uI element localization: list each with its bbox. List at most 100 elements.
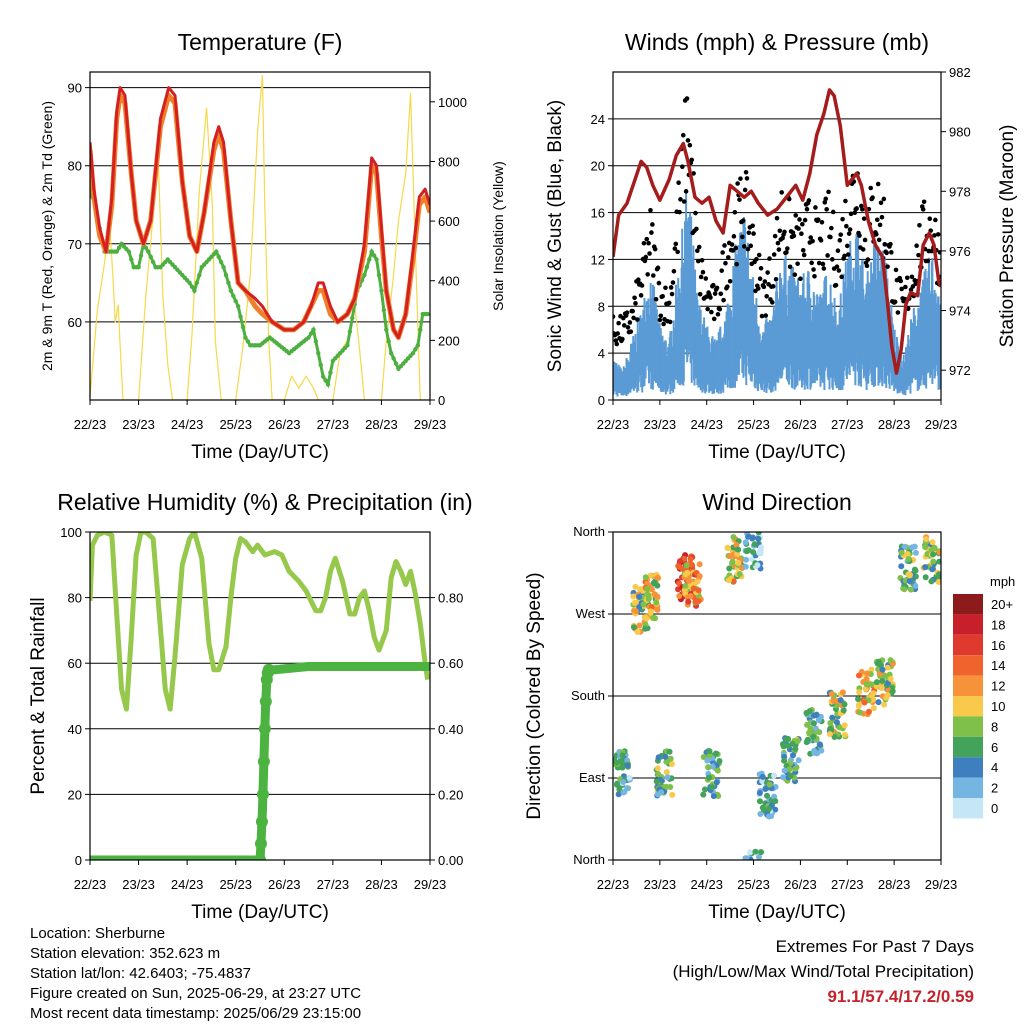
direction-point (901, 543, 908, 550)
direction-point (828, 690, 835, 697)
direction-point (909, 544, 916, 551)
direction-point (754, 562, 761, 569)
direction-point (654, 791, 661, 798)
precip-point (254, 854, 266, 860)
gust-point (748, 243, 754, 249)
gust-point (808, 235, 814, 240)
station-elevation: Station elevation: 352.623 m (30, 945, 221, 962)
dewpoint-point (138, 253, 144, 258)
direction-point (930, 558, 937, 565)
gust-point (830, 209, 836, 215)
dewpoint-point (146, 249, 151, 254)
gust-point (776, 247, 782, 252)
gust-point (819, 219, 825, 225)
dewpoint-point (415, 343, 421, 348)
gust-point (650, 222, 655, 227)
gust-point (799, 231, 804, 237)
x-tick-label: 28/23 (365, 417, 398, 432)
direction-point (751, 541, 758, 548)
x-tick-label: 23/23 (644, 877, 677, 892)
gust-point (892, 299, 898, 305)
x-axis-label: Time (Day/UTC) (708, 902, 846, 923)
x-tick-label: 24/23 (690, 417, 723, 432)
gust-point (621, 323, 627, 328)
y-tick-label: North (573, 524, 605, 539)
gust-point (800, 247, 806, 253)
y-axis-label: Percent & Total Rainfall (28, 597, 49, 794)
direction-point (677, 558, 684, 565)
gust-point (927, 216, 933, 222)
gust-point (854, 206, 859, 211)
direction-point (810, 720, 817, 727)
dewpoint-point (218, 259, 224, 265)
dewpoint-point (410, 350, 416, 356)
gust-point (614, 341, 620, 347)
direction-point (922, 544, 929, 551)
speed-legend: mph 20+ 18 16 14 12 10 8 6 4 2 0 (953, 574, 1015, 819)
x-tick-label: 27/23 (317, 417, 350, 432)
gust-point (636, 277, 641, 282)
gust-point (630, 308, 635, 314)
precip-point (258, 722, 271, 735)
gust-point (627, 320, 633, 325)
dewpoint-point (226, 280, 231, 286)
y-tick-label: West (576, 606, 606, 621)
x-tick-label: 28/23 (365, 877, 398, 892)
x-tick-label: 22/23 (597, 877, 630, 892)
dewpoint-point (306, 335, 311, 340)
direction-point (687, 555, 694, 562)
x-tick-label: 25/23 (219, 877, 252, 892)
direction-point (701, 786, 708, 793)
gust-point (705, 306, 710, 312)
dewpoint-point (308, 331, 314, 336)
gust-point (903, 284, 908, 290)
legend-label: 16 (991, 638, 1005, 653)
gust-point (909, 274, 915, 280)
direction-point (818, 747, 825, 754)
direction-point (664, 774, 671, 781)
direction-point (694, 578, 701, 585)
direction-point (749, 534, 756, 541)
direction-point (640, 601, 647, 608)
chart-winds: 0 4 8 12 16 20 24 972 974 976 978 980 982 22/23 23/23 2… (545, 29, 1018, 463)
direction-point (841, 722, 848, 729)
gust-point (801, 252, 807, 258)
direction-point (713, 779, 720, 786)
direction-point (884, 691, 891, 698)
direction-point (642, 614, 649, 621)
direction-point (688, 561, 695, 568)
y-tick-label: 24 (591, 112, 605, 127)
direction-point (841, 731, 848, 738)
legend-label: 12 (991, 679, 1005, 694)
gust-point (737, 197, 742, 202)
plot-area (613, 88, 941, 397)
gust-point (862, 237, 868, 243)
x-tick-label: 25/23 (737, 417, 770, 432)
gust-point (721, 297, 726, 303)
gust-point (709, 309, 714, 315)
direction-point (922, 574, 929, 581)
direction-point (663, 769, 670, 776)
gust-point (680, 164, 685, 169)
gust-point (882, 242, 888, 247)
gust-point (821, 266, 827, 271)
gust-point (666, 300, 672, 306)
direction-point (663, 758, 670, 765)
direction-point (814, 750, 821, 757)
gust-point (818, 238, 824, 243)
direction-point (771, 772, 778, 779)
direction-point (756, 798, 763, 805)
direction-point (630, 593, 637, 600)
gust-point (884, 250, 889, 256)
direction-point (901, 586, 908, 593)
gust-point (732, 209, 738, 215)
station-location: Location: Sherburne (30, 925, 166, 942)
gust-point (635, 317, 640, 322)
dewpoint-point (364, 265, 370, 270)
gust-point (708, 295, 713, 300)
direction-point (624, 762, 631, 769)
direction-point (742, 539, 749, 546)
gust-point (809, 260, 814, 266)
direction-point (878, 685, 885, 692)
gust-point (772, 233, 778, 239)
